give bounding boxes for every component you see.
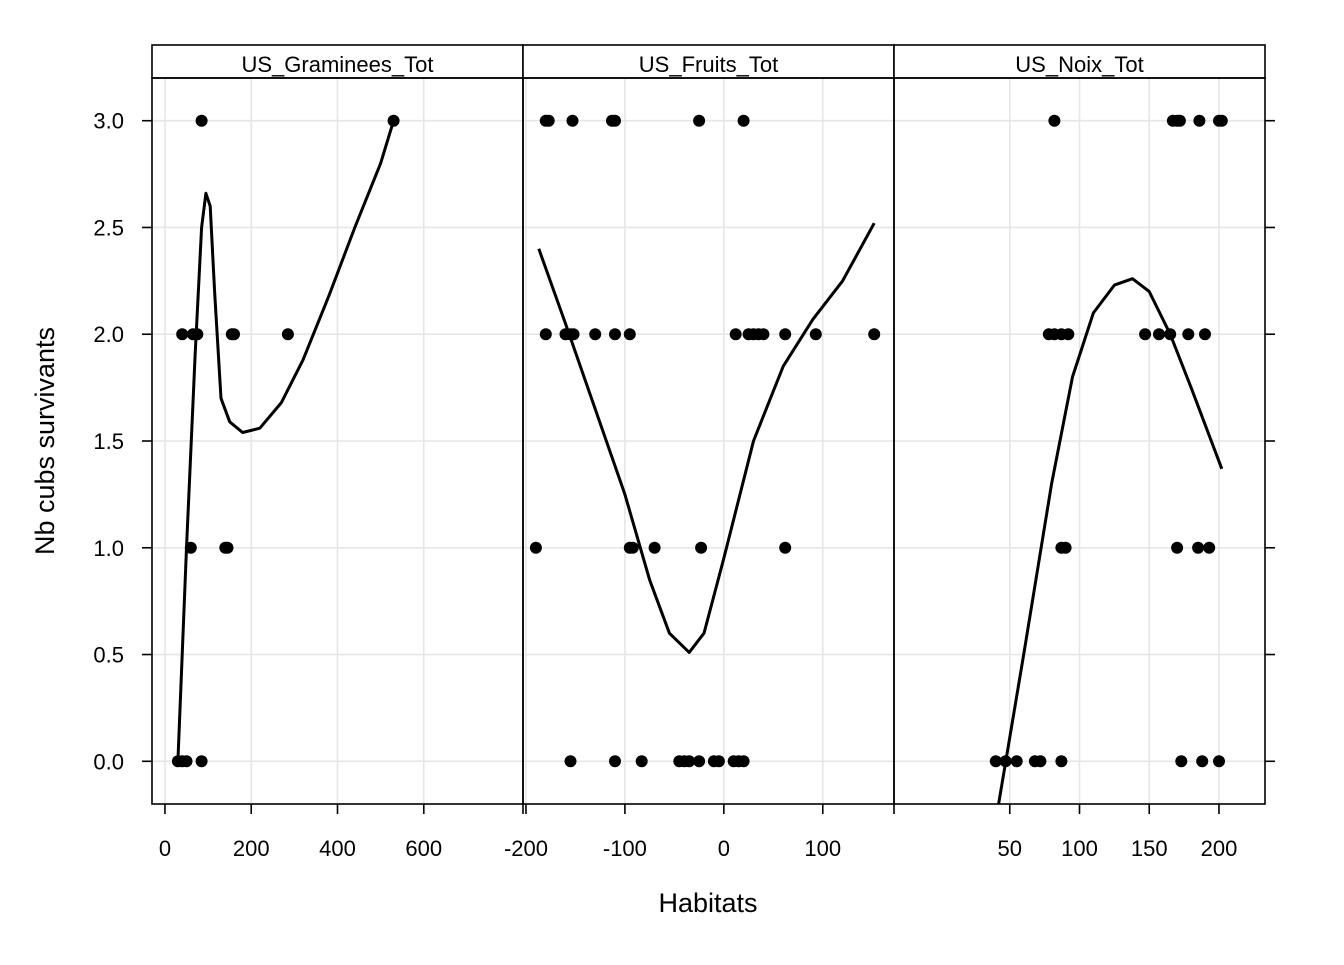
data-point <box>1055 755 1068 768</box>
data-point <box>693 755 706 768</box>
x-tick-label: 0 <box>718 836 730 861</box>
data-point <box>542 114 555 127</box>
data-point <box>999 755 1012 768</box>
data-point <box>387 114 400 127</box>
x-tick-label: 50 <box>998 836 1022 861</box>
data-point <box>1153 328 1165 341</box>
data-point <box>1173 114 1186 127</box>
data-point <box>757 328 770 341</box>
data-point <box>567 328 580 341</box>
data-point <box>695 541 708 554</box>
data-point <box>635 755 648 768</box>
data-point <box>712 755 725 768</box>
data-point <box>1193 114 1206 127</box>
data-point <box>1215 114 1228 127</box>
data-point <box>989 755 1002 768</box>
data-point <box>609 328 621 341</box>
panel-strip <box>522 44 895 79</box>
x-tick-label: 0 <box>159 836 171 861</box>
panel-strip-label: US_Graminees_Tot <box>242 52 434 77</box>
panel-strip-label: US_Fruits_Tot <box>639 52 778 77</box>
data-point <box>1139 328 1152 341</box>
x-tick-label: 200 <box>1201 836 1238 861</box>
data-point <box>779 328 792 341</box>
data-point <box>609 755 621 768</box>
data-point <box>221 541 234 554</box>
data-point <box>1199 328 1211 341</box>
data-point <box>281 328 294 341</box>
data-point <box>195 755 208 768</box>
x-tick-label: 200 <box>233 836 270 861</box>
panel-strip-label: US_Noix_Tot <box>1015 52 1143 77</box>
data-point <box>180 755 193 768</box>
data-point <box>176 328 189 341</box>
data-point <box>1171 541 1184 554</box>
data-point <box>564 755 577 768</box>
data-point <box>589 328 602 341</box>
data-point <box>1192 541 1205 554</box>
x-tick-label: 400 <box>319 836 356 861</box>
data-point <box>1182 328 1195 341</box>
data-point <box>1213 755 1225 768</box>
x-axis-title: Habitats <box>658 888 757 918</box>
data-point <box>195 114 208 127</box>
data-point <box>529 541 542 554</box>
y-tick-label: 2.0 <box>93 322 124 347</box>
data-point <box>648 541 661 554</box>
smooth-curve <box>537 222 876 654</box>
x-tick-label: 600 <box>405 836 442 861</box>
ticks-layer: 0 200 400 600 -200 -100 0 100 50 100 150 200 0.0 0.5 1… <box>93 109 1275 861</box>
data-point <box>1010 755 1023 768</box>
data-point <box>1048 114 1061 127</box>
data-point <box>228 328 240 341</box>
data-point <box>1062 328 1075 341</box>
data-layer <box>171 114 1228 804</box>
data-point <box>539 328 552 341</box>
data-point <box>184 541 197 554</box>
data-point <box>1175 755 1188 768</box>
y-tick-label: 0.0 <box>93 749 124 774</box>
data-point <box>1196 755 1209 768</box>
panel-strip <box>893 44 1266 79</box>
data-point <box>191 328 204 341</box>
frame-layer: US_Graminees_Tot US_Fruits_Tot US_Noix_Tot <box>151 44 1266 805</box>
x-tick-label: 150 <box>1131 836 1168 861</box>
data-point <box>779 541 792 554</box>
x-tick-label: 100 <box>804 836 841 861</box>
data-point <box>868 328 881 341</box>
grid-layer <box>152 78 1265 804</box>
data-point <box>1203 541 1216 554</box>
data-point <box>1034 755 1047 768</box>
x-tick-label: -100 <box>603 836 647 861</box>
x-tick-label: -200 <box>504 836 548 861</box>
y-tick-label: 0.5 <box>93 643 124 668</box>
y-tick-label: 1.5 <box>93 429 124 454</box>
data-point <box>623 328 636 341</box>
smooth-curve <box>997 277 1224 804</box>
y-tick-label: 3.0 <box>93 109 124 134</box>
y-axis-title: Nb cubs survivants <box>30 327 60 555</box>
data-point <box>737 114 750 127</box>
data-point <box>729 328 742 341</box>
data-point <box>609 114 621 127</box>
data-point <box>1059 541 1072 554</box>
data-point <box>693 114 706 127</box>
data-point <box>1164 328 1177 341</box>
y-tick-label: 2.5 <box>93 215 124 240</box>
smooth-curve <box>176 120 396 762</box>
data-point <box>809 328 822 341</box>
data-point <box>683 755 696 768</box>
data-point <box>566 114 579 127</box>
data-point <box>737 755 750 768</box>
x-tick-label: 100 <box>1061 836 1098 861</box>
y-tick-label: 1.0 <box>93 536 124 561</box>
data-point <box>626 541 639 554</box>
